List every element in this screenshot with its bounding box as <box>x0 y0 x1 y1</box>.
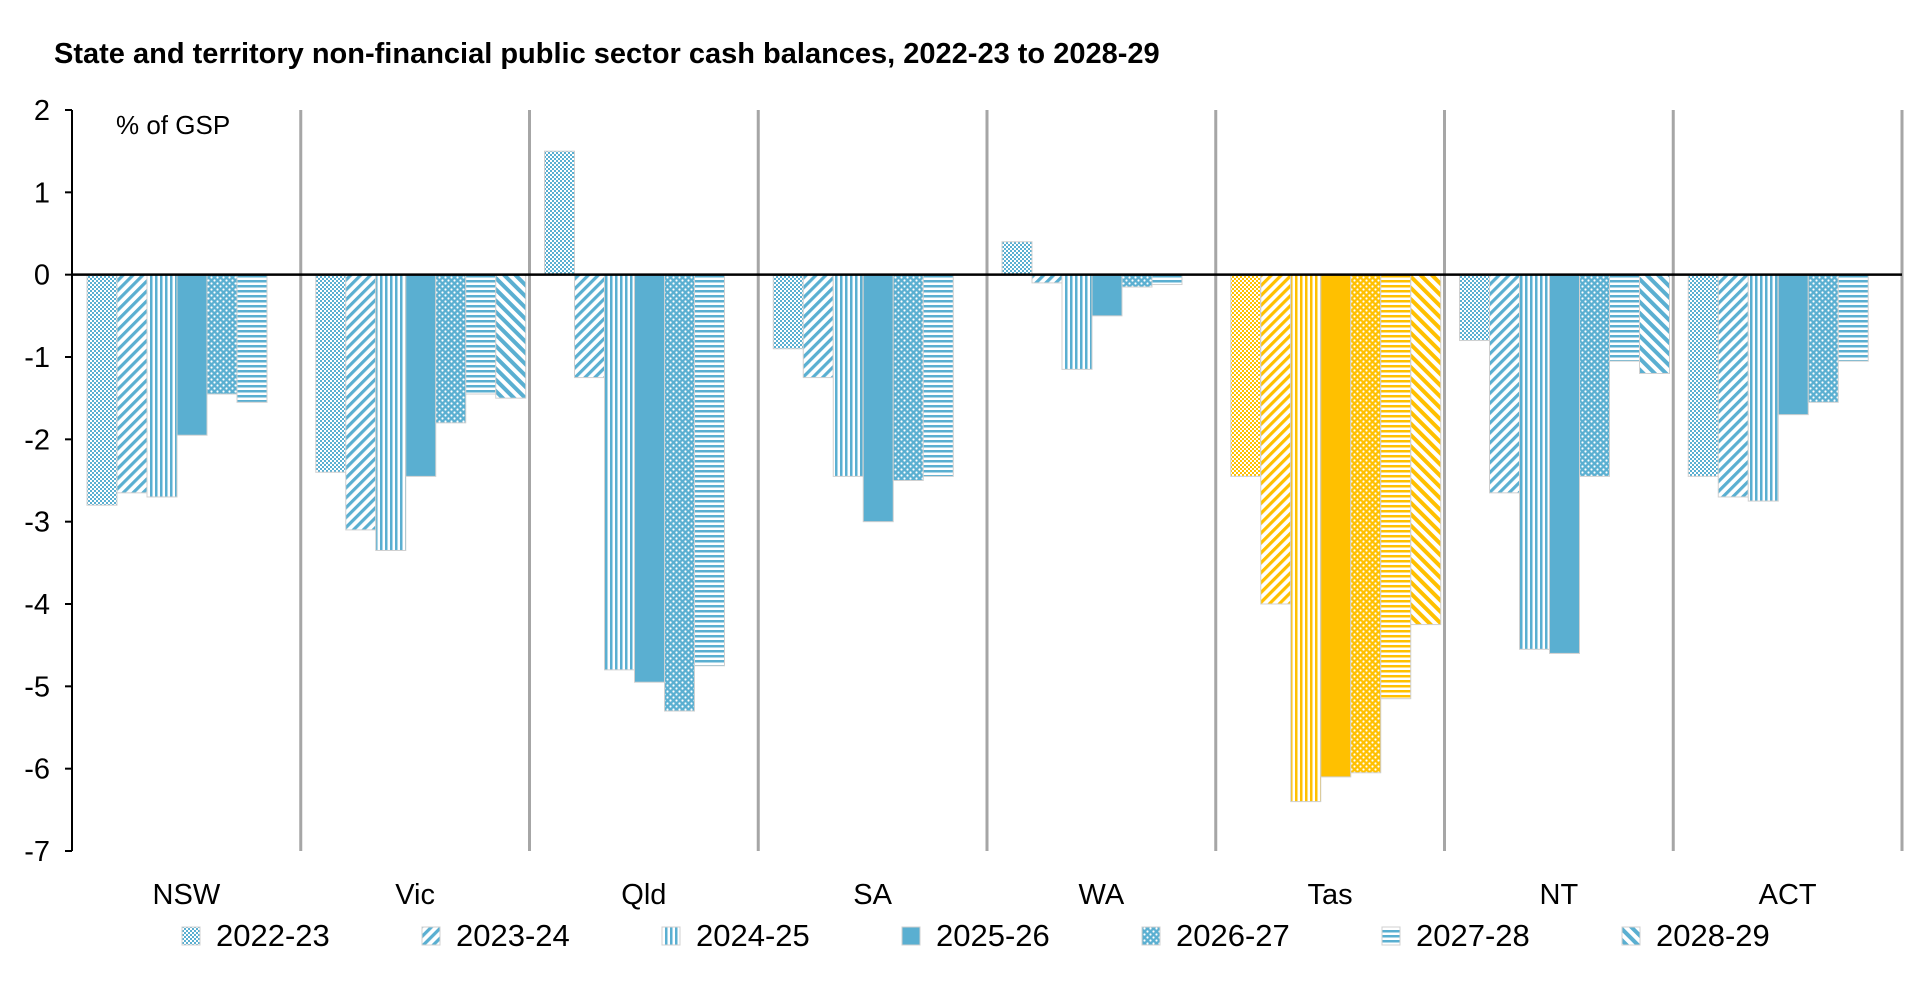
category-label: WA <box>1079 879 1125 911</box>
bar-sa-2024-25 <box>832 274 864 477</box>
legend-swatch <box>901 926 921 946</box>
y-tick-label: -4 <box>24 589 50 621</box>
legend-item: 2028-29 <box>1621 918 1770 953</box>
bar-nt-2023-24 <box>1489 274 1520 494</box>
legend-swatch <box>1621 926 1641 946</box>
category-label: Vic <box>395 879 435 911</box>
bar-wa-2022-23 <box>1001 241 1033 276</box>
bars <box>86 150 1869 803</box>
bar-nsw-2023-24 <box>116 274 148 494</box>
y-tick-label: -6 <box>24 754 50 786</box>
bar-nsw-2022-23 <box>86 274 118 506</box>
legend-label: 2023-24 <box>456 918 570 953</box>
bar-nsw-2026-27 <box>206 274 238 395</box>
bar-act-2025-26 <box>1777 274 1809 416</box>
bar-qld-2025-26 <box>634 274 665 683</box>
category-label: Qld <box>621 879 666 911</box>
bar-sa-2025-26 <box>862 274 894 523</box>
legend: 2022-23 2023-24 2024-25 2025-26 2026-27 2027-… <box>181 918 1770 953</box>
bar-vic-2027-28 <box>465 274 497 395</box>
legend-item: 2023-24 <box>421 918 570 953</box>
bar-wa-2027-28 <box>1151 274 1183 286</box>
bar-qld-2026-27 <box>664 274 695 712</box>
legend-item: 2026-27 <box>1141 918 1290 953</box>
bar-vic-2022-23 <box>315 274 347 473</box>
bar-qld-2023-24 <box>574 274 605 379</box>
bar-vic-2025-26 <box>405 274 437 477</box>
bar-tas-2028-29 <box>1410 274 1442 626</box>
bar-act-2022-23 <box>1687 274 1719 477</box>
category-labels: NSW Vic Qld SA WA Tas NT ACT <box>153 879 1817 911</box>
bar-nt-2027-28 <box>1609 274 1640 362</box>
bar-tas-2022-23 <box>1230 274 1262 477</box>
bar-nsw-2027-28 <box>236 274 268 403</box>
bar-vic-2026-27 <box>435 274 467 424</box>
bar-qld-2024-25 <box>604 274 635 671</box>
category-label: Tas <box>1308 879 1353 911</box>
bar-act-2026-27 <box>1807 274 1839 403</box>
legend-swatch <box>1381 926 1401 946</box>
y-tick-label: -1 <box>24 342 50 374</box>
bar-sa-2023-24 <box>802 274 834 379</box>
legend-label: 2028-29 <box>1656 918 1770 953</box>
bar-nt-2026-27 <box>1579 274 1610 477</box>
legend-swatch <box>661 926 681 946</box>
legend-label: 2024-25 <box>696 918 810 953</box>
y-tick-label: -5 <box>24 671 50 703</box>
category-label: NT <box>1540 879 1579 911</box>
y-tick-label: 2 <box>34 95 50 127</box>
bar-qld-2022-23 <box>544 150 575 276</box>
y-tick-label: -3 <box>24 507 50 539</box>
bar-tas-2025-26 <box>1320 274 1352 778</box>
legend-swatch <box>421 926 441 946</box>
bar-sa-2022-23 <box>772 274 804 350</box>
category-label: ACT <box>1759 879 1817 911</box>
bar-wa-2025-26 <box>1091 274 1123 317</box>
bar-tas-2023-24 <box>1260 274 1292 605</box>
bar-nsw-2025-26 <box>176 274 208 436</box>
chart-title: State and territory non-financial public… <box>54 38 1160 70</box>
bar-qld-2027-28 <box>694 274 725 667</box>
axes <box>65 109 1902 852</box>
bar-vic-2028-29 <box>495 274 527 399</box>
y-tick-label: 0 <box>34 260 50 292</box>
y-tick-label: -7 <box>24 836 50 868</box>
legend-swatch <box>1141 926 1161 946</box>
bar-nt-2024-25 <box>1519 274 1550 650</box>
legend-label: 2022-23 <box>216 918 330 953</box>
bar-tas-2024-25 <box>1290 274 1322 803</box>
y-tick-labels: 2 1 0 -1 -2 -3 -4 -5 -6 -7 <box>24 95 50 868</box>
category-label: NSW <box>153 879 221 911</box>
legend-label: 2025-26 <box>936 918 1050 953</box>
bar-wa-2024-25 <box>1061 274 1093 370</box>
category-label: SA <box>853 879 892 911</box>
y-tick-label: 1 <box>34 177 50 209</box>
bar-sa-2026-27 <box>892 274 924 481</box>
legend-item: 2022-23 <box>181 918 330 953</box>
legend-swatch <box>181 926 201 946</box>
legend-item: 2024-25 <box>661 918 810 953</box>
legend-label: 2026-27 <box>1176 918 1290 953</box>
bar-tas-2027-28 <box>1380 274 1412 700</box>
bar-sa-2027-28 <box>922 274 954 477</box>
y-axis-unit-label: % of GSP <box>116 110 230 140</box>
bar-nt-2028-29 <box>1639 274 1670 374</box>
bar-nsw-2024-25 <box>146 274 178 498</box>
bar-act-2024-25 <box>1747 274 1779 502</box>
category-dividers <box>299 110 1904 851</box>
bar-vic-2023-24 <box>345 274 377 531</box>
bar-wa-2026-27 <box>1121 274 1153 288</box>
bar-nt-2025-26 <box>1549 274 1580 654</box>
bar-vic-2024-25 <box>375 274 407 551</box>
legend-item: 2025-26 <box>901 918 1050 953</box>
legend-label: 2027-28 <box>1416 918 1530 953</box>
bar-act-2027-28 <box>1837 274 1869 362</box>
bar-tas-2026-27 <box>1350 274 1382 774</box>
legend-item: 2027-28 <box>1381 918 1530 953</box>
y-tick-label: -2 <box>24 424 50 456</box>
bar-act-2023-24 <box>1717 274 1749 498</box>
bar-nt-2022-23 <box>1459 274 1490 342</box>
